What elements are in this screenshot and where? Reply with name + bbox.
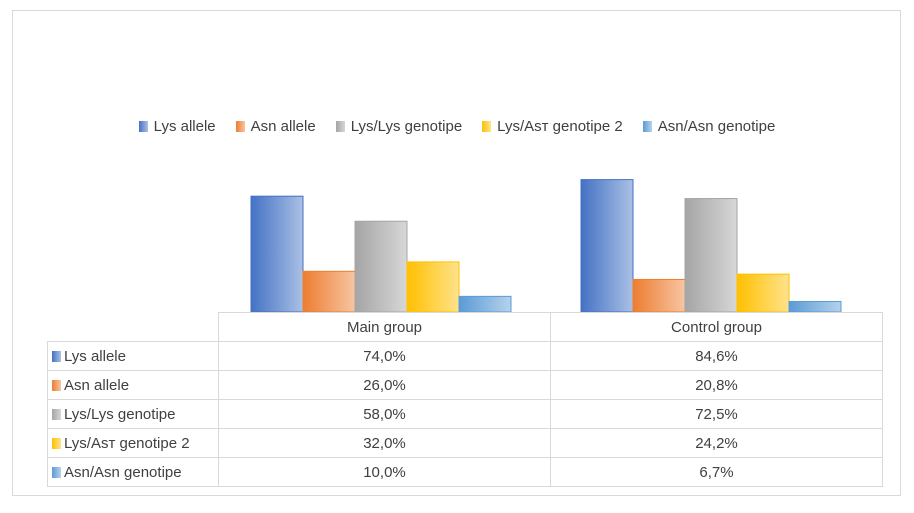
- category-header: Main group: [218, 312, 551, 342]
- data-table-row: Asn allele 26,0% 20,8%: [47, 370, 883, 400]
- data-table-row-label: Lys/Lys genotipe: [47, 399, 219, 429]
- legend-key-icon: [52, 408, 61, 420]
- legend-item: Asn/Asn genotipe: [642, 118, 776, 135]
- series-name: Asn allele: [64, 376, 130, 394]
- bar: [684, 198, 738, 313]
- bar: [302, 270, 356, 313]
- data-label: 10,0%: [218, 457, 551, 487]
- data-label: 24,2%: [550, 428, 883, 458]
- bar: [580, 179, 634, 313]
- bar: [250, 195, 304, 313]
- data-table-row-label: Lys/Asт genotipe 2: [47, 428, 219, 458]
- data-table-corner: [47, 312, 219, 342]
- legend-swatch: [138, 121, 148, 132]
- legend-key-icon: [52, 350, 61, 362]
- data-label: 74,0%: [218, 341, 551, 371]
- data-label: 26,0%: [218, 370, 551, 400]
- legend-swatch: [482, 121, 492, 132]
- legend-swatch: [642, 121, 652, 132]
- data-label: 58,0%: [218, 399, 551, 429]
- data-table: Main group Control group Lys allele 74,0%…: [47, 312, 883, 487]
- legend-swatch: [335, 121, 345, 132]
- legend-key-icon: [52, 437, 61, 449]
- data-table-row-label: Asn/Asn genotipe: [47, 457, 219, 487]
- data-table-row: Lys/Asт genotipe 2 32,0% 24,2%: [47, 428, 883, 458]
- data-table-row-label: Lys allele: [47, 341, 219, 371]
- category-header: Control group: [550, 312, 883, 342]
- legend-label: Lys/Lys genotipe: [350, 118, 463, 135]
- legend-key-icon: [52, 379, 61, 391]
- legend-item: Lys/Asт genotipe 2: [482, 118, 623, 135]
- bar: [736, 273, 790, 313]
- bar: [458, 295, 512, 313]
- series-name: Asn/Asn genotipe: [64, 463, 182, 481]
- legend-label: Asn allele: [250, 118, 316, 135]
- legend-label: Lys/Asт genotipe 2: [497, 118, 623, 135]
- legend-item: Lys/Lys genotipe: [335, 118, 463, 135]
- legend-item: Lys allele: [138, 118, 216, 135]
- data-label: 20,8%: [550, 370, 883, 400]
- legend-key-icon: [52, 466, 61, 478]
- data-table-row: Lys/Lys genotipe 58,0% 72,5%: [47, 399, 883, 429]
- bar: [788, 301, 842, 313]
- series-name: Lys/Asт genotipe 2: [64, 434, 190, 452]
- data-table-header-row: Main group Control group: [47, 312, 883, 342]
- legend-label: Lys allele: [153, 118, 216, 135]
- legend-label: Asn/Asn genotipe: [657, 118, 776, 135]
- bar: [406, 261, 460, 313]
- data-table-row: Lys allele 74,0% 84,6%: [47, 341, 883, 371]
- data-label: 6,7%: [550, 457, 883, 487]
- bar: [632, 278, 686, 313]
- series-name: Lys allele: [64, 347, 126, 365]
- data-label: 72,5%: [550, 399, 883, 429]
- data-label: 32,0%: [218, 428, 551, 458]
- series-name: Lys/Lys genotipe: [64, 405, 176, 423]
- data-label: 84,6%: [550, 341, 883, 371]
- data-table-row: Asn/Asn genotipe 10,0% 6,7%: [47, 457, 883, 487]
- data-table-row-label: Asn allele: [47, 370, 219, 400]
- bar: [354, 220, 408, 313]
- legend-swatch: [235, 121, 245, 132]
- legend-item: Asn allele: [235, 118, 316, 135]
- legend: Lys allele Asn allele Lys/Lys genotipe Lys/…: [0, 118, 914, 135]
